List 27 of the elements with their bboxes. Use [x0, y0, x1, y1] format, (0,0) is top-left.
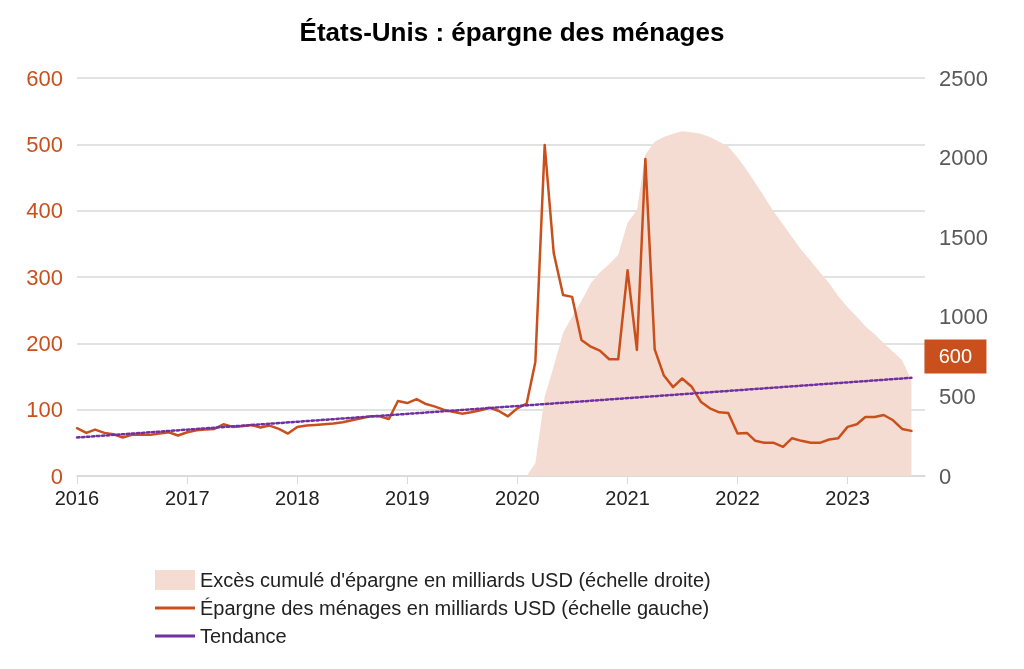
y-tick-label: 0 [50, 463, 63, 489]
x-tick-label: 2023 [825, 487, 870, 509]
legend-label: Excès cumulé d'épargne en milliards USD (échelle droite) [200, 569, 711, 591]
chart-title: États-Unis : épargne des ménages [299, 17, 725, 47]
x-tick-label: 2017 [165, 487, 210, 509]
y2-tick-label: 1500 [939, 224, 988, 250]
y-tick-label: 500 [26, 131, 63, 157]
y2-tick-label: 500 [939, 383, 976, 409]
x-tick-label: 2019 [385, 487, 430, 509]
y-tick-label: 300 [26, 264, 63, 290]
y-tick-label: 200 [26, 330, 63, 356]
x-tick-label: 2018 [275, 487, 320, 509]
x-tick-label: 2022 [715, 487, 760, 509]
x-tick-label: 2021 [605, 487, 650, 509]
y2-tick-label: 2000 [939, 145, 988, 171]
line-series [75, 143, 913, 449]
legend-label: Tendance [200, 625, 287, 647]
x-tick-label: 2020 [495, 487, 540, 509]
y2-tick-label: 1000 [939, 304, 988, 330]
text: 600 [938, 345, 973, 368]
y-tick-label: 100 [26, 397, 63, 423]
y-tick-label: 600 [26, 65, 63, 91]
y2-tick-label: 2500 [939, 65, 988, 91]
legend-label: Épargne des ménages en milliards USD (échelle gauche) [200, 597, 710, 619]
x-tick-label: 2016 [54, 487, 100, 509]
y2-tick-label: 0 [939, 463, 952, 489]
y-tick-label: 400 [26, 198, 63, 224]
